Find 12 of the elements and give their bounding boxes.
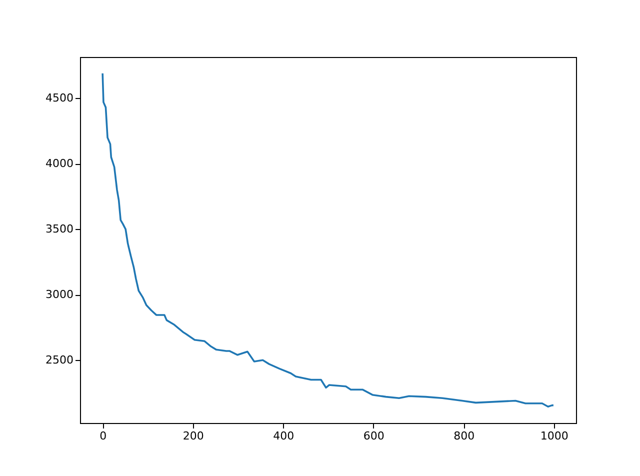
- x-tick-label: 600: [363, 430, 384, 442]
- x-tick-label: 200: [182, 430, 204, 442]
- y-tick-label: 2500: [46, 354, 74, 367]
- x-tick-label: 400: [273, 430, 294, 442]
- x-tick-label: 800: [454, 430, 475, 442]
- y-tick-label: 3000: [46, 288, 74, 302]
- y-tick-label: 4500: [46, 92, 74, 105]
- x-tick-label: 0: [100, 430, 107, 442]
- x-tick-label: 1000: [540, 430, 568, 442]
- y-tick-label: 3500: [46, 222, 74, 236]
- line-series: [102, 72, 554, 408]
- y-tick-label: 4000: [46, 157, 74, 170]
